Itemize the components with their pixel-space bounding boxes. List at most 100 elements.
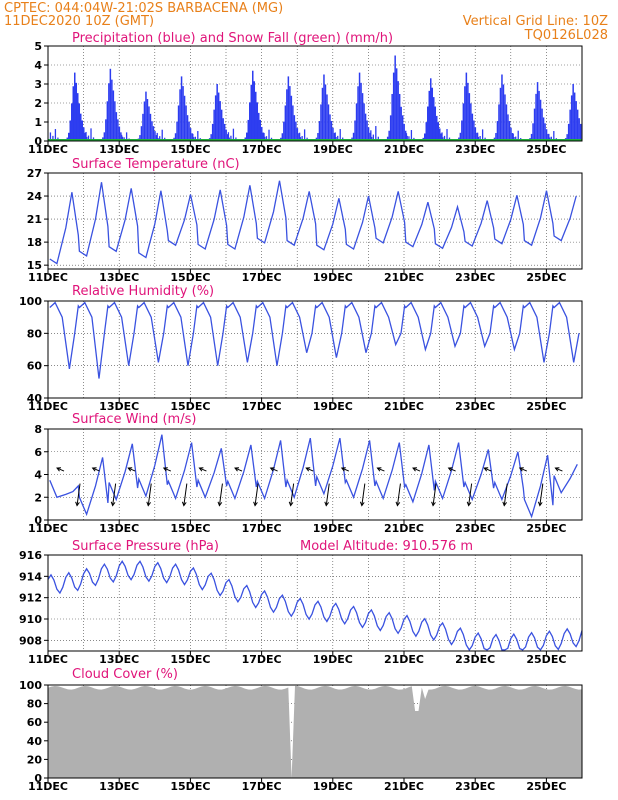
precip-bar	[74, 72, 76, 141]
rh-xtick-label: 19DEC	[313, 400, 353, 413]
precip-bar	[174, 133, 177, 141]
rh-ytick-label: 60	[27, 360, 43, 373]
precip-bar	[219, 101, 221, 141]
precip-bar	[446, 129, 448, 141]
precip-bar	[504, 94, 506, 141]
precip-bar	[433, 97, 435, 141]
precip-bar	[250, 84, 253, 141]
wind-arrow	[306, 467, 314, 472]
precip-bar	[375, 126, 377, 141]
precip-bar	[377, 136, 379, 141]
temp-xtick-label: 11DEC	[28, 271, 68, 284]
precip-bar	[391, 93, 393, 141]
precip-bar	[106, 101, 109, 141]
wind-arrow-head	[146, 501, 152, 507]
wind-arrows	[56, 467, 563, 507]
precip-bar	[72, 86, 75, 141]
precip-bar	[330, 121, 333, 141]
precip-bar	[317, 133, 319, 141]
precip-bar	[324, 84, 327, 141]
precip-bar	[573, 92, 576, 141]
precip-bar	[499, 87, 502, 141]
wind-arrow	[484, 467, 492, 472]
wind-arrow	[377, 467, 385, 472]
precip-bar	[259, 119, 262, 141]
wind-arrow-head	[466, 501, 472, 507]
precip-bar	[508, 121, 511, 141]
precip-bar	[544, 123, 546, 141]
wind-arrow	[128, 467, 136, 472]
rh-ytick-label: 40	[27, 392, 43, 405]
cloud-xtick-label: 13DEC	[99, 780, 139, 793]
precip-bar	[462, 103, 465, 141]
precip-bar	[213, 109, 215, 141]
wind-arrow	[218, 483, 223, 506]
precip-bar	[430, 78, 432, 141]
precip-bar	[515, 136, 517, 141]
panel-precip: Precipitation (blue) and Snow Fall (gree…	[28, 31, 583, 156]
precip-xtick-label: 11DEC	[28, 143, 68, 156]
precip-bar	[151, 121, 153, 141]
precip-bar	[249, 102, 251, 141]
cloud-ytick-label: 40	[27, 735, 43, 748]
wind-arrow-head	[431, 501, 436, 507]
precip-bar	[320, 104, 322, 141]
precip-bar	[468, 93, 471, 141]
precip-bar	[296, 128, 299, 141]
wind-title: Surface Wind (m/s)	[72, 412, 196, 427]
precip-bar	[75, 82, 78, 141]
rh-xtick-label: 25DEC	[526, 400, 566, 413]
precip-bar	[86, 136, 88, 141]
precip-bar	[465, 72, 468, 141]
precip-bar	[425, 122, 428, 141]
precip-bar	[397, 81, 399, 141]
precip-bar	[507, 114, 509, 141]
wind-arrow	[448, 467, 456, 472]
precip-bar	[289, 86, 291, 141]
wind-arrow	[503, 483, 508, 506]
rh-ytick-label: 80	[27, 327, 43, 340]
rh-xtick-label: 23DEC	[455, 400, 495, 413]
precip-bar	[388, 130, 390, 141]
precip-bar	[535, 93, 537, 141]
precip-bar	[321, 87, 324, 141]
rh-xtick-label: 11DEC	[28, 400, 68, 413]
precip-bar	[114, 101, 116, 141]
wind-xtick-label: 23DEC	[455, 522, 495, 535]
pres-xtick-label: 21DEC	[384, 653, 424, 666]
precip-bar	[192, 133, 194, 141]
cloud-ytick-label: 80	[27, 698, 43, 711]
precip-bar	[434, 106, 437, 141]
temp-ytick-label: 24	[27, 190, 43, 203]
cloud-xtick-label: 23DEC	[455, 780, 495, 793]
wind-arrow-head	[162, 467, 168, 472]
temp-frame	[47, 172, 583, 270]
wind-xtick-label: 25DEC	[526, 522, 566, 535]
cloud-xtick-label: 15DEC	[170, 780, 210, 793]
precip-bar	[120, 134, 123, 141]
wind-arrow-head	[324, 501, 330, 507]
precip-bar	[78, 103, 81, 141]
rh-ytick-label: 100	[19, 295, 42, 308]
wind-xtick-label: 19DEC	[313, 522, 353, 535]
precip-bar	[146, 99, 149, 141]
header-date: 11DEC2020 10Z (GMT)	[4, 14, 154, 29]
precip-bar	[121, 136, 124, 141]
precip-bar	[217, 92, 220, 141]
precip-bar	[220, 109, 223, 141]
temp-xtick-label: 21DEC	[384, 271, 424, 284]
wind-arrow-head	[217, 501, 223, 507]
precip-bar	[498, 104, 500, 141]
precip-bar	[464, 86, 466, 141]
precip-bar	[232, 128, 235, 141]
precip-bar	[293, 115, 296, 141]
precip-bar	[265, 136, 268, 141]
pres-ytick-label: 910	[19, 613, 42, 626]
temp-xtick-label: 23DEC	[455, 271, 495, 284]
pres-xtick-label: 11DEC	[28, 653, 68, 666]
temp-xtick-label: 15DEC	[170, 271, 210, 284]
precip-bar	[334, 132, 336, 141]
precip-bar	[211, 123, 214, 141]
precip-bar	[437, 122, 440, 141]
precip-bar	[49, 132, 52, 141]
